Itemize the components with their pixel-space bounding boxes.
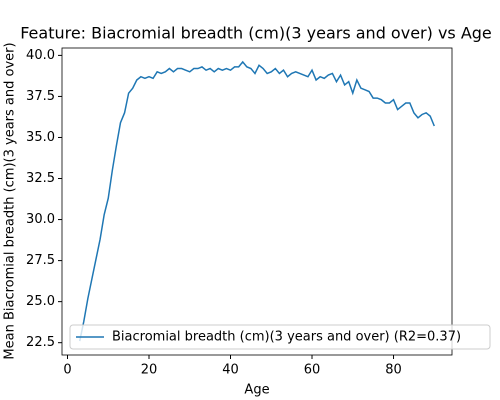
legend-label: Biacromial breadth (cm)(3 years and over… xyxy=(112,330,461,345)
y-axis-label: Mean Biacromial breadth (cm)(3 years and… xyxy=(3,42,18,359)
y-tick-label: 32.5 xyxy=(26,171,55,186)
x-tick-label: 20 xyxy=(141,363,158,378)
x-tick-label: 40 xyxy=(222,363,239,378)
x-tick-label: 80 xyxy=(385,363,402,378)
x-axis-label: Age xyxy=(244,383,269,398)
y-tick-label: 37.5 xyxy=(26,89,55,104)
y-tick-label: 40.0 xyxy=(26,48,55,63)
legend-box xyxy=(69,324,491,350)
chart-title: Feature: Biacromial breadth (cm)(3 years… xyxy=(20,24,492,43)
axes-frame xyxy=(61,47,453,356)
data-line xyxy=(78,60,435,342)
y-tick-label: 30.0 xyxy=(26,212,55,227)
y-tick-label: 25.0 xyxy=(26,294,55,309)
y-tick-label: 27.5 xyxy=(26,253,55,268)
x-tick-label: 0 xyxy=(63,363,71,378)
y-tick-label: 35.0 xyxy=(26,130,55,145)
x-tick-label: 60 xyxy=(304,363,321,378)
y-tick-label: 22.5 xyxy=(26,335,55,350)
